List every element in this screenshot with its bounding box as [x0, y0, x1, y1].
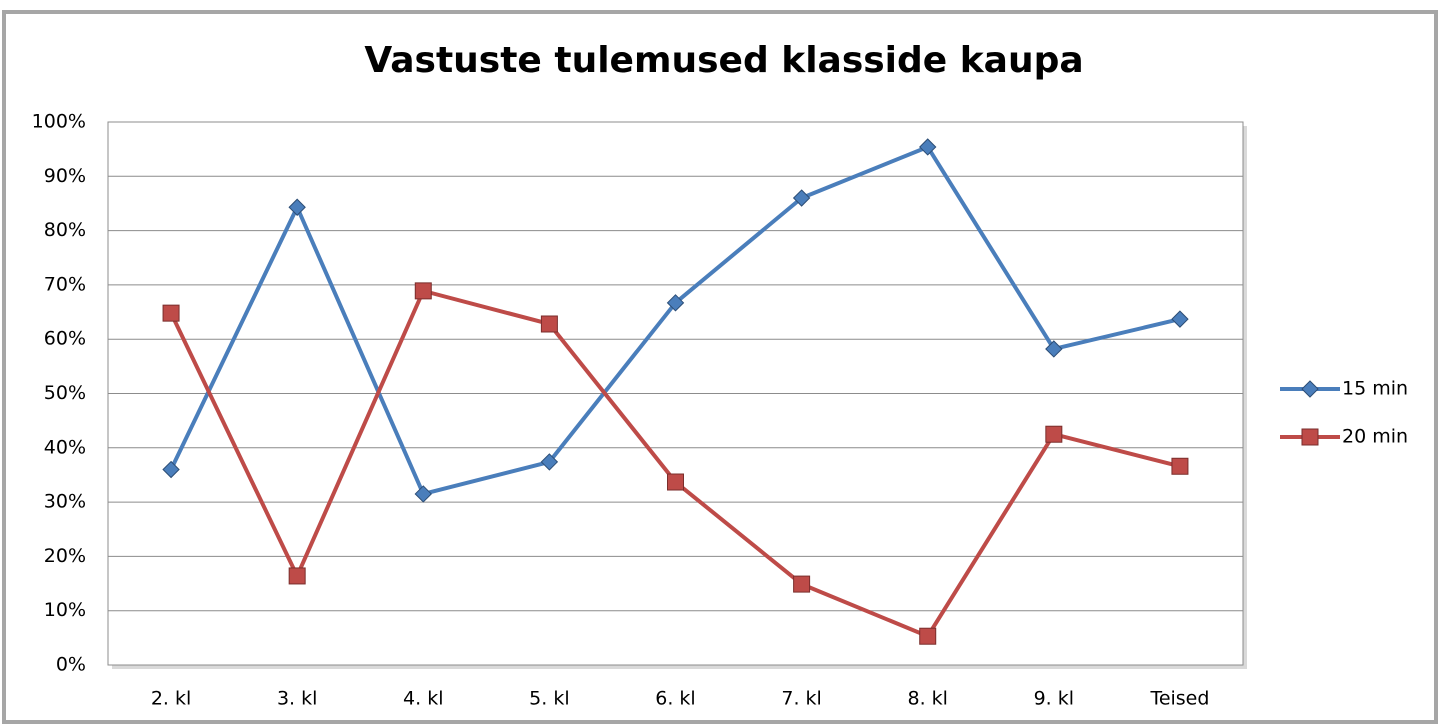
x-tick-label: 8. kl	[907, 688, 947, 710]
y-tick-label: 10%	[44, 599, 86, 621]
data-point	[1171, 457, 1189, 475]
data-point	[414, 282, 432, 300]
data-point	[919, 138, 937, 156]
data-point	[288, 567, 306, 585]
data-point	[414, 485, 432, 503]
y-tick-label: 50%	[44, 382, 86, 404]
data-point	[162, 460, 180, 479]
y-tick-label: 60%	[44, 328, 86, 350]
x-tick-label: 7. kl	[781, 688, 821, 710]
legend-marker	[1301, 428, 1319, 446]
data-point	[919, 627, 937, 645]
legend-label: 20 min	[1342, 426, 1408, 448]
legend-marker	[1301, 380, 1319, 398]
x-tick-label: 9. kl	[1034, 688, 1074, 710]
chart-title: Vastuste tulemused klasside kaupa	[364, 40, 1083, 81]
data-point	[540, 315, 558, 333]
y-tick-label: 0%	[56, 654, 86, 676]
y-tick-label: 80%	[44, 219, 86, 241]
data-point	[667, 473, 684, 491]
y-tick-label: 30%	[44, 491, 86, 513]
x-tick-label: 2. kl	[151, 688, 191, 710]
y-tick-label: 90%	[44, 165, 86, 187]
data-point	[666, 294, 685, 312]
data-point	[792, 189, 811, 207]
x-tick-label: 5. kl	[529, 688, 569, 710]
data-point	[288, 198, 306, 216]
legend-label: 15 min	[1342, 378, 1408, 400]
y-tick-label: 70%	[44, 273, 86, 295]
data-point	[793, 575, 811, 593]
x-tick-label: 6. kl	[655, 688, 695, 710]
x-tick-label: 3. kl	[277, 688, 317, 710]
y-tick-label: 100%	[32, 111, 86, 133]
data-point	[1045, 340, 1063, 358]
data-point	[1171, 310, 1189, 328]
y-tick-label: 20%	[44, 545, 86, 567]
data-point	[1045, 425, 1063, 443]
data-point	[540, 453, 559, 471]
x-tick-label: 4. kl	[403, 688, 443, 710]
y-tick-label: 40%	[44, 436, 86, 458]
x-tick-label: Teised	[1149, 688, 1209, 710]
data-point	[162, 304, 180, 322]
